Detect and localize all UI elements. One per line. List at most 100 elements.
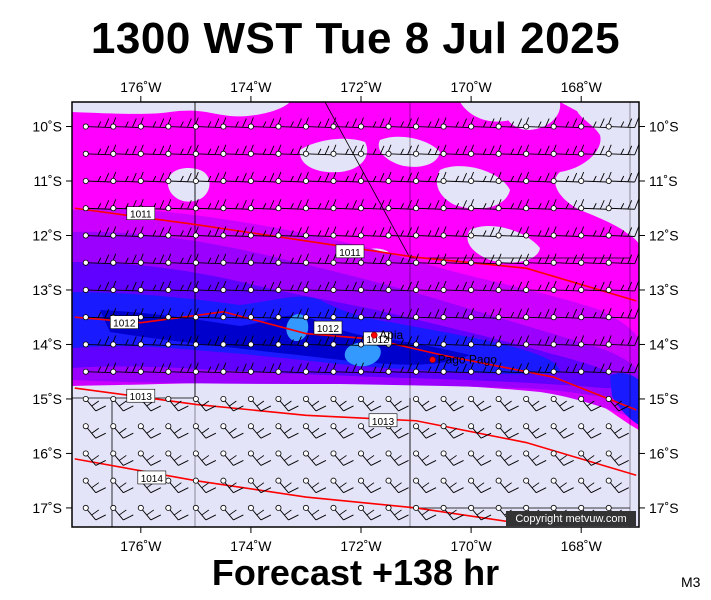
wind-barb	[165, 308, 199, 321]
isobar-label: 1011	[335, 244, 365, 259]
lon-tick-label-top: 176˚W	[120, 79, 162, 95]
wind-barb	[220, 477, 244, 494]
wind-barb	[385, 450, 409, 466]
wind-barb	[247, 335, 282, 348]
wind-barb	[110, 450, 134, 466]
svg-text:1013: 1013	[372, 417, 395, 428]
wind-barb	[192, 477, 217, 494]
wind-barb	[110, 423, 134, 439]
wind-barb	[413, 423, 437, 439]
wind-barb	[165, 423, 189, 439]
axis-ticks: 176˚W 176˚W 174˚W 174˚W 172˚W 172˚W 170˚W 170˚W…	[32, 79, 678, 554]
wind-barb	[165, 199, 199, 212]
wind-barb	[302, 253, 337, 266]
wind-barb	[220, 253, 254, 266]
lat-tick-label-left: 14˚S	[32, 336, 62, 352]
wind-barb	[605, 226, 639, 239]
svg-text:1012: 1012	[113, 319, 136, 330]
wind-barb	[578, 395, 602, 412]
calm-patch-north-6	[467, 226, 540, 263]
wind-barb	[165, 226, 199, 239]
wind-barb	[578, 335, 612, 348]
wind-barb	[192, 450, 217, 466]
wind-barb	[82, 226, 117, 239]
wind-barb	[358, 280, 392, 293]
wind-barb	[192, 423, 217, 439]
wind-barb	[82, 308, 117, 321]
wind-barb	[413, 362, 447, 375]
isobar-1012	[74, 310, 637, 411]
copyright-box: Copyright metvuw.com	[506, 511, 636, 526]
wind-barb	[523, 423, 547, 439]
wind-barb	[605, 117, 639, 130]
wind-barb	[83, 533, 106, 548]
wind-barb	[82, 144, 117, 157]
wind-barb	[605, 477, 629, 494]
wind-barb	[523, 171, 557, 185]
wind-barb	[523, 362, 557, 375]
wind-barb	[192, 144, 227, 157]
wind-barb	[413, 171, 447, 185]
lat-tick-label-right: 14˚S	[649, 336, 679, 352]
wind-barb	[302, 423, 327, 439]
wind-barb	[440, 477, 464, 494]
wind-barb	[137, 362, 172, 375]
wind-barb	[247, 504, 272, 521]
wind-barb	[523, 253, 557, 266]
wind-barb	[137, 450, 162, 466]
wind-barb	[302, 450, 327, 466]
wind-barb	[275, 226, 309, 239]
wind-barb	[220, 335, 254, 348]
svg-text:1012: 1012	[366, 335, 389, 346]
wind-barb	[275, 280, 309, 293]
calm-patch-north-5	[436, 166, 510, 209]
wind-barb	[275, 335, 309, 348]
wind-barb	[550, 171, 585, 185]
wind-barb	[330, 395, 354, 412]
calm-patch-north-4	[378, 136, 440, 167]
wind-barb	[578, 423, 602, 439]
lon-tick-label-bottom: 172˚W	[340, 538, 382, 554]
wind-barb	[523, 477, 547, 494]
wind-barb	[82, 504, 106, 521]
wind-barb	[192, 171, 227, 185]
wind-barb	[137, 171, 172, 185]
wind-barb	[413, 144, 447, 157]
wind-barb	[440, 362, 474, 375]
wind-barb	[110, 199, 144, 212]
wind-barb	[192, 117, 227, 130]
wind-barb	[495, 308, 530, 321]
wind-barb	[247, 117, 282, 130]
lat-tick-label-right: 16˚S	[649, 445, 679, 461]
wind-barb	[385, 395, 409, 412]
wind-barb	[440, 199, 474, 212]
wind-barb	[385, 308, 419, 321]
wind-barb	[413, 504, 437, 521]
wind-barb	[192, 280, 227, 293]
wind-barb	[495, 226, 530, 239]
wind-barb	[468, 423, 492, 439]
wind-barb	[302, 477, 327, 494]
wind-barb	[468, 395, 492, 412]
wind-barb	[82, 450, 106, 466]
wind-barb	[330, 226, 364, 239]
wind-barb	[605, 335, 639, 348]
forecast-hour-label: Forecast +138 hr	[211, 552, 500, 593]
svg-text:Apia: Apia	[379, 328, 403, 342]
wind-barb	[165, 395, 189, 412]
wind-barb	[523, 144, 557, 157]
wind-barb	[302, 226, 337, 239]
wind-barb	[358, 504, 382, 521]
wind-barb	[137, 253, 172, 266]
wind-barb	[413, 395, 437, 412]
lat-tick-label-right: 17˚S	[649, 500, 679, 516]
wind-barb	[550, 253, 585, 266]
lat-tick-label-right: 10˚S	[649, 119, 679, 135]
map-frame	[71, 101, 640, 528]
wind-barb	[220, 199, 254, 212]
wind-barb	[302, 280, 337, 293]
wind-barb	[358, 117, 392, 130]
wind-barb	[495, 253, 530, 266]
wind-barb	[275, 504, 299, 521]
isobar-label: 1011	[126, 206, 156, 221]
